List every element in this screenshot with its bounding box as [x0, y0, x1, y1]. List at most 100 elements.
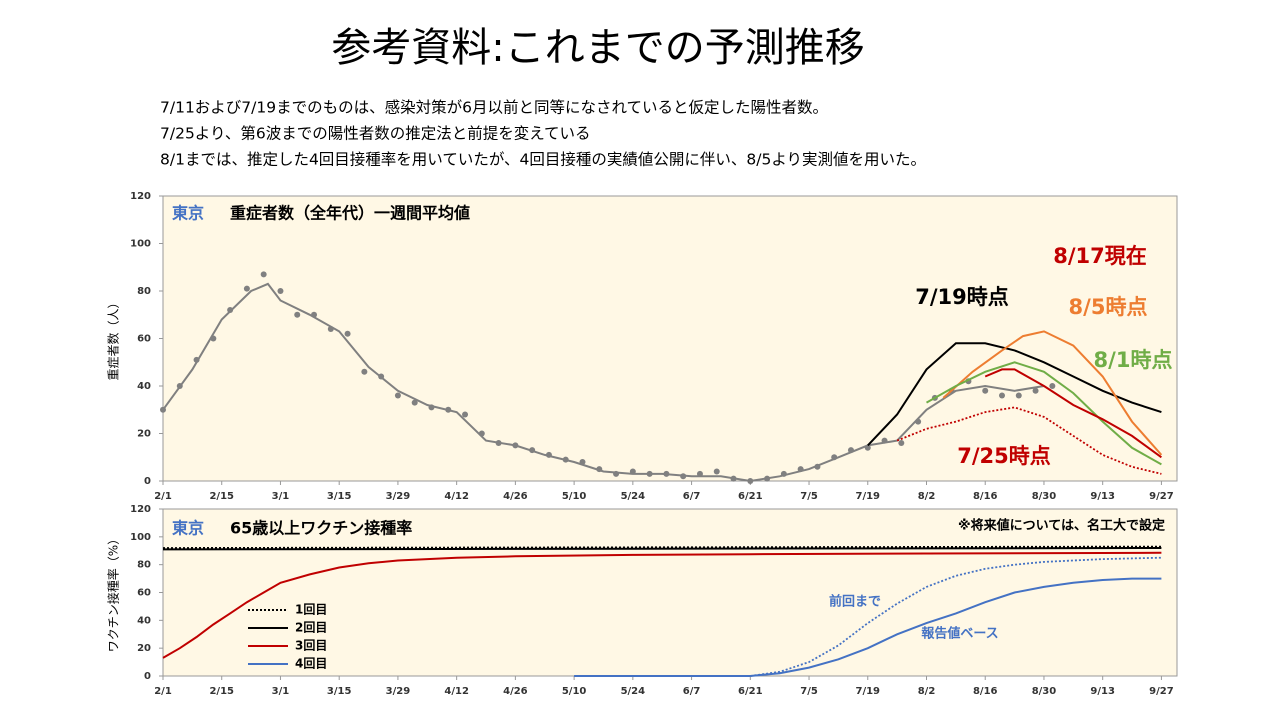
x-tick-label: 8/2 — [918, 491, 936, 502]
x-tick-label: 2/1 — [154, 686, 172, 697]
y-tick-label: 0 — [144, 476, 151, 487]
x-tick-label: 5/24 — [621, 686, 646, 697]
x-tick-label: 7/19 — [855, 491, 880, 502]
data-point — [713, 468, 720, 475]
x-tick-label: 3/29 — [386, 491, 411, 502]
y-tick-label: 100 — [130, 239, 151, 250]
series-label: 8/1時点 — [1094, 348, 1173, 372]
y-tick-label: 60 — [137, 334, 151, 345]
x-tick-label: 3/15 — [327, 686, 352, 697]
data-point — [982, 387, 989, 394]
x-tick-label: 3/1 — [272, 491, 290, 502]
x-tick-label: 5/10 — [562, 686, 587, 697]
data-point — [462, 411, 469, 418]
y-tick-label: 0 — [144, 671, 151, 682]
data-point — [394, 392, 401, 399]
series-line — [896, 406, 1162, 475]
data-point — [1032, 387, 1039, 394]
series-line — [750, 556, 1162, 677]
y-tick-label: 120 — [130, 504, 151, 515]
y-axis-label: 重症者数（人） — [106, 296, 121, 380]
legend-label: 2回目 — [295, 621, 327, 635]
x-tick-label: 3/1 — [272, 686, 290, 697]
data-point — [344, 330, 351, 337]
series-line — [867, 342, 1162, 447]
x-tick-label: 6/7 — [683, 491, 701, 502]
x-tick-label: 6/21 — [738, 686, 763, 697]
y-tick-label: 80 — [137, 286, 151, 297]
slide-title: 参考資料:これまでの予測推移 — [331, 25, 864, 71]
annotation: 報告値ベース — [921, 626, 998, 642]
series-label: 7/19時点 — [915, 285, 1009, 309]
x-tick-label: 2/1 — [154, 491, 172, 502]
x-tick-label: 4/26 — [503, 491, 528, 502]
legend-label: 3回目 — [295, 639, 327, 653]
data-point — [260, 271, 267, 278]
x-tick-label: 7/5 — [800, 491, 818, 502]
data-point — [898, 440, 905, 446]
series-line — [162, 545, 1162, 549]
x-tick-label: 5/10 — [562, 491, 587, 502]
x-tick-label: 2/15 — [209, 491, 234, 502]
y-tick-label: 120 — [130, 191, 151, 202]
x-tick-label: 3/15 — [327, 491, 352, 502]
series-line — [926, 361, 1162, 466]
series-line — [942, 330, 1163, 456]
series-line — [984, 368, 1162, 459]
plot-area — [162, 195, 1178, 482]
plot-area — [162, 508, 1178, 677]
y-tick-label: 40 — [137, 381, 151, 392]
data-point — [1015, 392, 1022, 399]
x-tick-label: 4/26 — [503, 686, 528, 697]
chart-title: 重症者数（全年代）一週間平均値 — [230, 204, 470, 223]
chart-region: 東京 — [172, 204, 204, 223]
x-tick-label: 3/29 — [386, 686, 411, 697]
x-tick-label: 5/24 — [621, 491, 646, 502]
data-point — [999, 392, 1006, 399]
data-point — [243, 285, 250, 292]
x-tick-label: 6/21 — [738, 491, 763, 502]
x-tick-label: 8/16 — [973, 686, 998, 697]
data-point — [411, 399, 418, 406]
legend-label: 1回目 — [295, 603, 327, 617]
chart-note: ※将来値については、名工大で設定 — [958, 518, 1165, 534]
x-tick-label: 4/12 — [444, 686, 469, 697]
x-tick-label: 9/13 — [1090, 491, 1115, 502]
series-label: 8/5時点 — [1069, 295, 1148, 319]
x-tick-label: 6/7 — [683, 686, 701, 697]
x-tick-label: 7/5 — [800, 686, 818, 697]
x-tick-label: 9/13 — [1090, 686, 1115, 697]
x-tick-label: 2/15 — [209, 686, 234, 697]
x-tick-label: 9/27 — [1149, 686, 1174, 697]
x-tick-label: 8/2 — [918, 686, 936, 697]
y-axis-label: ワクチン接種率（%） — [106, 533, 121, 652]
note-line: 7/25より、第6波までの陽性者数の推定法と前提を変えている — [160, 125, 590, 143]
y-tick-label: 20 — [137, 643, 151, 654]
y-tick-label: 20 — [137, 429, 151, 440]
x-tick-label: 8/30 — [1032, 491, 1057, 502]
series-label: 7/25時点 — [957, 444, 1051, 468]
x-tick-label: 9/27 — [1149, 491, 1174, 502]
note-line: 8/1までは、推定した4回目接種率を用いていたが、4回目接種の実績値公開に伴い、… — [160, 151, 926, 169]
data-point — [294, 311, 301, 318]
x-tick-label: 8/30 — [1032, 686, 1057, 697]
chart-region: 東京 — [172, 519, 204, 538]
series-line — [162, 282, 1045, 483]
y-tick-label: 40 — [137, 615, 151, 626]
chart-title: 65歳以上ワクチン接種率 — [230, 519, 412, 538]
data-point — [361, 368, 368, 375]
series-line — [162, 547, 1162, 551]
legend-label: 4回目 — [295, 657, 327, 671]
y-tick-label: 100 — [130, 532, 151, 543]
x-tick-label: 4/12 — [444, 491, 469, 502]
series-line — [574, 577, 1162, 677]
series-line — [162, 551, 1162, 659]
series-label: 8/17現在 — [1053, 244, 1147, 268]
y-tick-label: 60 — [137, 588, 151, 599]
data-point — [277, 288, 284, 294]
data-point — [1049, 383, 1056, 389]
annotation: 前回まで — [829, 594, 881, 610]
note-line: 7/11および7/19までのものは、感染対策が6月以前と同等になされていると仮定… — [160, 99, 828, 117]
x-tick-label: 7/19 — [855, 686, 880, 697]
